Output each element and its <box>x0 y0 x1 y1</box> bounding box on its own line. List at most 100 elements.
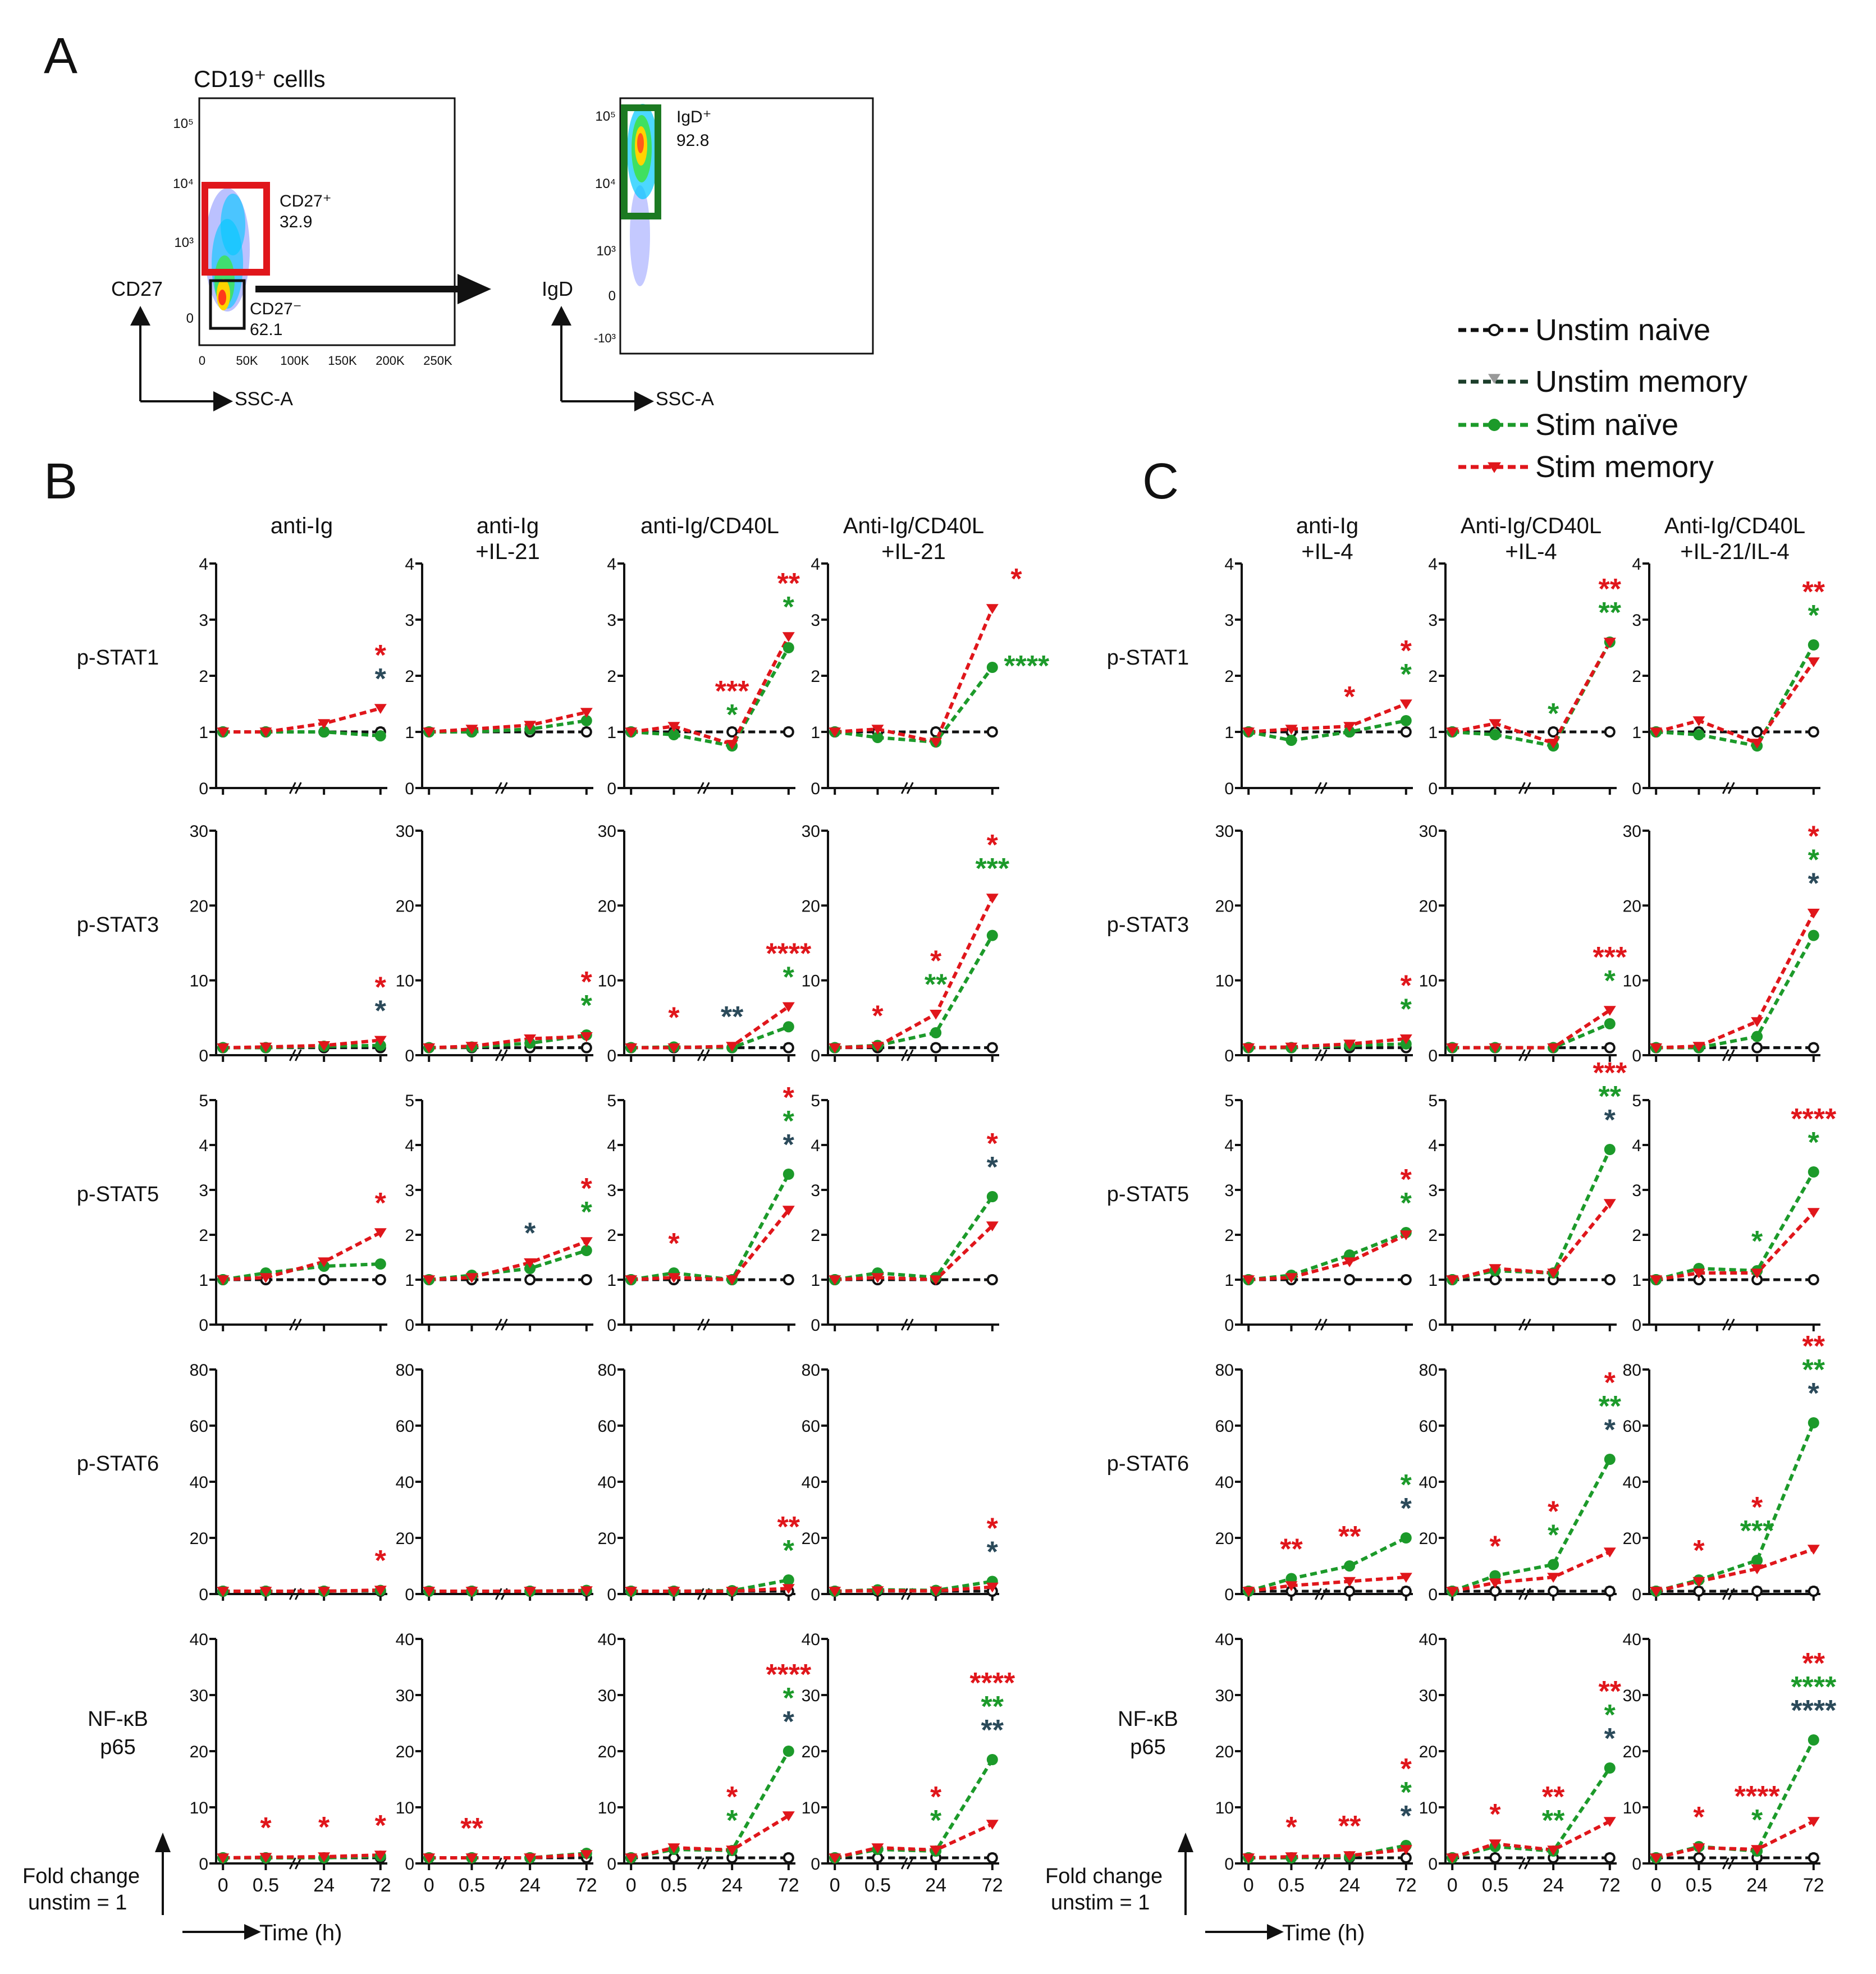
significance-stars: * <box>1604 1104 1616 1137</box>
y-tick-label: 3 <box>607 1181 616 1200</box>
point-stim-memory <box>1547 1043 1560 1054</box>
flow2-ytick-4: -10³ <box>594 331 616 345</box>
point-stim-naive <box>1344 726 1356 738</box>
series-stim-memory <box>630 635 790 746</box>
significance-stars: *** <box>715 675 749 708</box>
series-stim-memory <box>1656 912 1815 1050</box>
point-stim-memory <box>1446 727 1459 738</box>
y-tick-label: 20 <box>598 897 616 915</box>
point-stim-memory <box>1650 1275 1663 1285</box>
point-unstim-naive <box>1604 1852 1616 1863</box>
y-tick-label: 5 <box>1632 1092 1641 1110</box>
y-tick-label: 0 <box>405 1316 414 1335</box>
point-unstim-naive <box>524 1274 536 1285</box>
column-title-4-1: +IL-4 <box>1301 539 1353 564</box>
x-tick-label: 24 <box>1339 1875 1360 1896</box>
point-stim-naive <box>374 1258 386 1270</box>
series-stim-memory <box>1655 1547 1814 1593</box>
axis-break <box>289 1588 296 1600</box>
axis-break <box>900 1857 908 1870</box>
point-unstim-naive <box>1604 1042 1616 1054</box>
axis-break <box>1314 1588 1322 1600</box>
point-unstim-naive <box>1751 1042 1763 1054</box>
y-tick-label: 20 <box>1623 1529 1641 1548</box>
point-stim-memory <box>1650 1587 1663 1597</box>
significance-stars: ** <box>1542 1804 1565 1837</box>
series-stim-memory <box>1452 1009 1611 1050</box>
axis-break <box>1518 1857 1526 1870</box>
significance-stars: ** <box>1280 1533 1303 1566</box>
y-tick-label: 10 <box>802 972 820 991</box>
chart-1-1: 0 10 20 30 ** <box>396 822 593 1065</box>
flow1-xtick-4: 200K <box>376 354 405 368</box>
series-stim-memory <box>223 707 381 734</box>
y-tick-label: 3 <box>1632 611 1641 630</box>
point-stim-naive <box>1285 735 1297 746</box>
point-stim-memory <box>1603 1006 1616 1016</box>
y-tick-label: 10 <box>1623 1799 1641 1817</box>
x-tick-label: 24 <box>925 1875 946 1896</box>
point-unstim-naive <box>783 1852 794 1863</box>
axis-break <box>1722 1857 1729 1870</box>
fold-change-label-b: Fold change <box>22 1865 140 1888</box>
series-stim-naive <box>428 1249 587 1281</box>
point-stim-memory <box>1242 1043 1255 1054</box>
axis-break <box>697 782 704 794</box>
significance-stars: * <box>1285 1811 1297 1844</box>
point-stim-memory <box>986 1582 999 1593</box>
y-tick-label: 40 <box>1419 1631 1438 1649</box>
y-tick-label: 3 <box>1224 611 1234 630</box>
axis-break <box>294 1049 302 1061</box>
axis-break <box>1727 1318 1735 1331</box>
y-tick-label: 0 <box>199 780 208 798</box>
y-tick-label: 10 <box>1419 1799 1438 1817</box>
significance-stars: * <box>1808 1377 1820 1410</box>
point-stim-memory <box>930 1586 942 1597</box>
point-stim-memory <box>374 1036 387 1046</box>
x-tick-label: 24 <box>313 1875 335 1896</box>
flow1-xtick-1: 50K <box>236 354 258 368</box>
significance-stars: * <box>1808 1126 1820 1159</box>
point-stim-memory <box>625 1043 638 1054</box>
axis-break <box>697 1588 704 1600</box>
point-stim-naive <box>783 1574 794 1586</box>
y-tick-label: 20 <box>1419 897 1438 915</box>
significance-stars: * <box>1401 1492 1412 1525</box>
y-tick-label: 40 <box>1215 1473 1234 1492</box>
point-unstim-naive <box>1344 1586 1356 1597</box>
x-tick-label: 0.5 <box>1482 1875 1508 1896</box>
y-tick-label: 4 <box>811 1137 820 1155</box>
point-stim-memory <box>1807 657 1820 667</box>
flow1-xlabel: SSC-A <box>235 388 293 410</box>
point-stim-memory <box>1692 1577 1705 1587</box>
significance-stars: * <box>987 1151 999 1184</box>
y-tick-label: 4 <box>811 555 820 574</box>
y-tick-label: 0 <box>1428 1586 1438 1604</box>
point-stim-memory <box>1751 1845 1764 1855</box>
axis-break <box>1320 782 1328 794</box>
y-tick-label: 20 <box>190 897 208 915</box>
x-tick-label: 72 <box>778 1875 799 1896</box>
series-stim-naive <box>222 1262 381 1281</box>
y-tick-label: 5 <box>1224 1092 1234 1110</box>
point-unstim-naive <box>783 1274 794 1285</box>
point-unstim-naive <box>1489 1852 1501 1863</box>
point-stim-memory <box>1343 1257 1356 1267</box>
point-unstim-naive <box>1400 1586 1412 1597</box>
panel-letter-a: A <box>44 28 77 84</box>
series-stim-memory <box>835 607 994 744</box>
row-label-0-0: p-STAT1 <box>1107 646 1189 670</box>
y-tick-label: 20 <box>1623 897 1641 915</box>
series-stim-naive <box>1452 1767 1612 1860</box>
point-stim-memory <box>374 1851 387 1861</box>
significance-stars: * <box>581 1196 593 1229</box>
significance-stars: * <box>1489 1531 1501 1563</box>
point-stim-memory <box>465 1853 478 1863</box>
series-stim-naive <box>1248 1536 1407 1593</box>
y-tick-label: 3 <box>199 611 208 630</box>
